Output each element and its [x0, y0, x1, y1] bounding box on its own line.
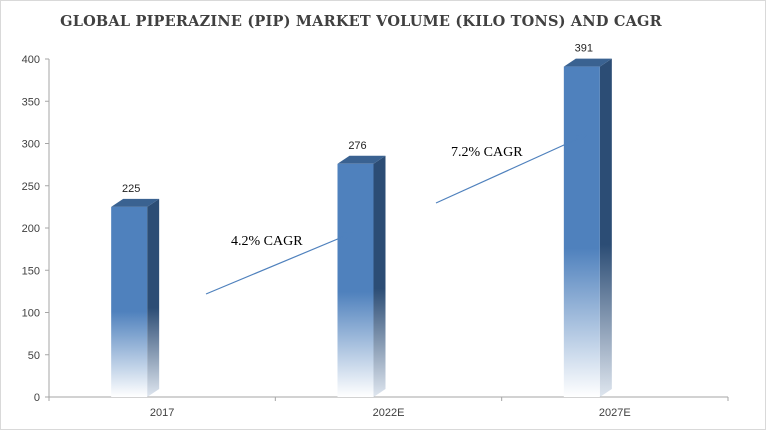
bar-front: [337, 163, 374, 397]
y-tick-label: 200: [22, 223, 40, 235]
y-tick-label: 100: [22, 308, 40, 320]
bar-top: [563, 58, 612, 67]
bar: [337, 155, 386, 397]
x-tick-label: 2027E: [599, 407, 631, 419]
data-label: 225: [122, 183, 140, 195]
cagr-label: 7.2% CAGR: [451, 145, 523, 160]
cagr-arrow: [435, 134, 587, 204]
data-label: 391: [575, 43, 593, 55]
bar-front: [111, 206, 148, 397]
y-tick-label: 300: [22, 139, 40, 151]
y-tick-label: 0: [34, 392, 40, 404]
cagr-arrow: [205, 232, 353, 295]
bar-side: [373, 155, 386, 397]
y-tick-label: 350: [22, 96, 40, 108]
bar-top: [337, 155, 386, 164]
data-label: 276: [348, 140, 366, 152]
x-tick-label: 2017: [150, 407, 174, 419]
bar: [563, 58, 612, 397]
y-tick-label: 250: [22, 181, 40, 193]
bar: [111, 198, 160, 397]
bar-top: [111, 198, 160, 207]
x-tick-label: 2022E: [373, 407, 405, 419]
chart-title: GLOBAL PIPERAZINE (PIP) MARKET VOLUME (K…: [60, 13, 662, 30]
y-tick-label: 50: [28, 350, 40, 362]
cagr-label: 4.2% CAGR: [231, 234, 303, 249]
y-tick-label: 400: [22, 54, 40, 66]
bar-side: [599, 58, 612, 397]
y-tick-label: 150: [22, 265, 40, 277]
bar-side: [147, 198, 160, 397]
bar-front: [563, 66, 600, 397]
